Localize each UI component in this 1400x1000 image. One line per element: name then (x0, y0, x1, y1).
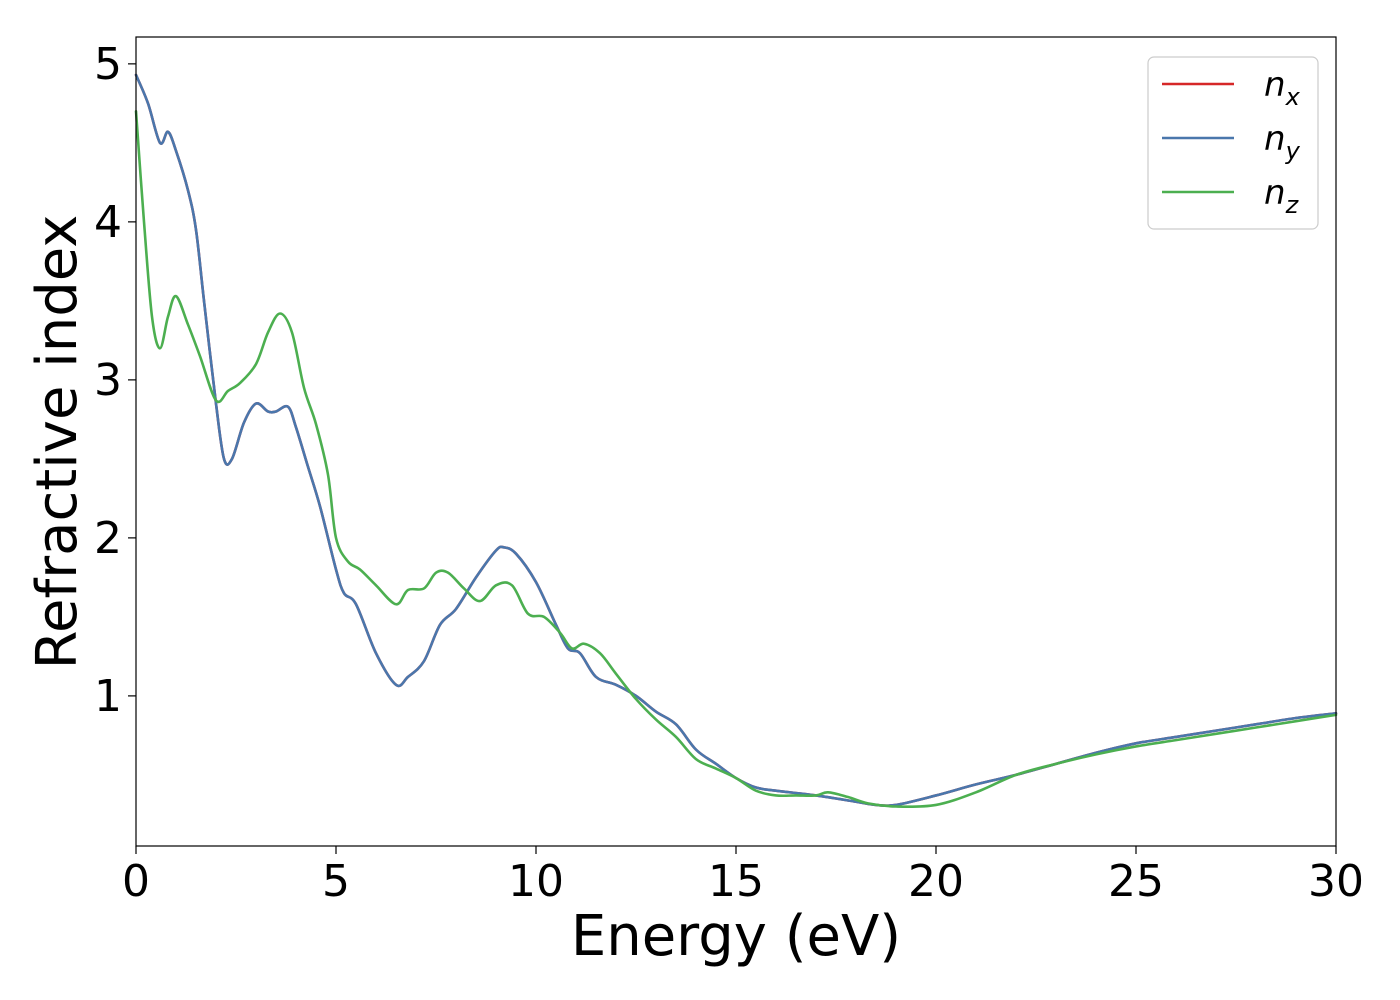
x-axis-ticks: 0 5 10 15 20 25 30 (122, 846, 1364, 907)
y-tick-label: 1 (94, 671, 122, 722)
x-tick-label: 20 (908, 856, 964, 907)
x-tick-label: 0 (122, 856, 150, 907)
x-tick-label: 30 (1308, 856, 1364, 907)
legend-label-y: ny (1264, 119, 1301, 165)
x-tick-label: 25 (1108, 856, 1164, 907)
y-axis-label: Refractive index (25, 215, 90, 670)
y-tick-label: 2 (94, 513, 122, 564)
y-tick-label: 4 (94, 197, 122, 248)
x-tick-label: 5 (322, 856, 350, 907)
series-line-y (134, 73, 1338, 808)
x-tick-label: 10 (508, 856, 564, 907)
legend-label-z: nz (1264, 173, 1300, 219)
plot-area (136, 37, 1336, 846)
x-axis-label: Energy (eV) (571, 904, 901, 969)
x-tick-label: 15 (708, 856, 764, 907)
legend: nx ny nz (1147, 56, 1319, 230)
y-axis-ticks: 1 2 3 4 5 (94, 39, 136, 722)
series-line-z (134, 109, 1338, 809)
series-layer (134, 73, 1338, 809)
legend-label-x: nx (1264, 65, 1301, 111)
y-tick-label: 3 (94, 355, 122, 406)
y-tick-label: 5 (94, 39, 122, 90)
legend-box (1147, 56, 1319, 230)
